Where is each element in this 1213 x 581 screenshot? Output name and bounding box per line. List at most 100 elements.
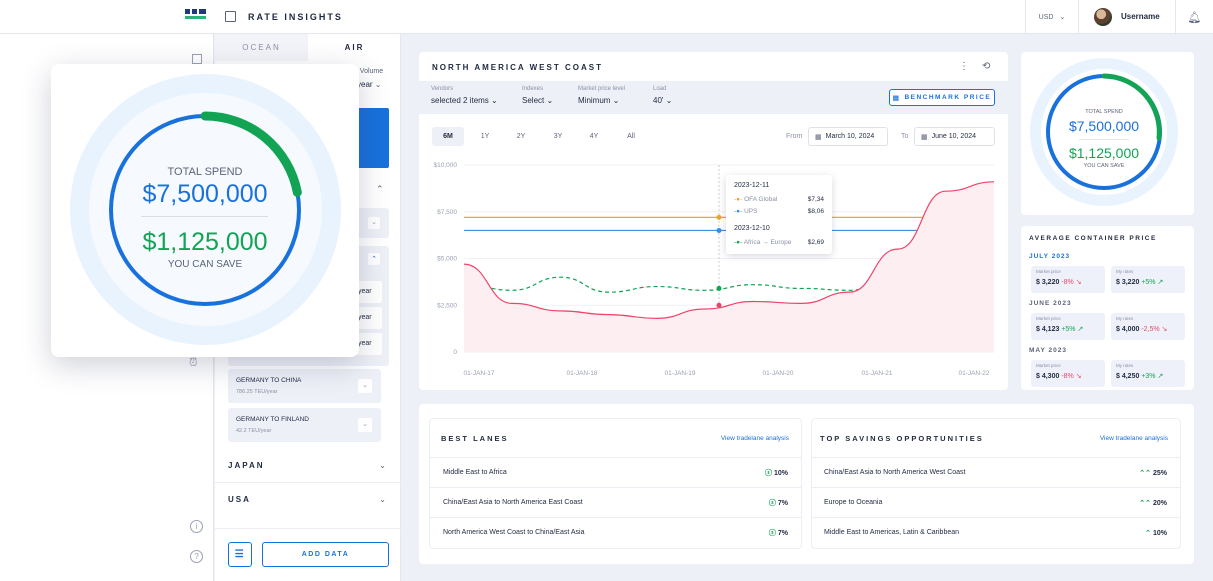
username[interactable]: Username [1121, 12, 1160, 21]
org-tree-icon[interactable] [225, 11, 236, 22]
country-japan[interactable]: JAPAN ⌄ [228, 461, 388, 470]
range-6m[interactable]: 6M [432, 127, 464, 146]
chevron-down-icon: ⌄ [374, 80, 382, 89]
table-row[interactable]: Europe to Oceania ⌃⌃ 20% [812, 487, 1180, 517]
hover-point [716, 302, 722, 308]
to-label: To [901, 133, 909, 140]
range-3y[interactable]: 3Y [553, 133, 563, 140]
filter-load[interactable]: Load 40' ⌄ [653, 86, 673, 105]
page-title: RATE INSIGHTS [248, 12, 343, 22]
y-tick-label: $7,500 [437, 209, 457, 216]
savings-arc [200, 111, 302, 197]
best-lanes-card: BEST LANES View tradelane analysis Middl… [429, 418, 802, 549]
best-lanes-link[interactable]: View tradelane analysis [720, 435, 789, 442]
table-row[interactable]: China/East Asia to North America West Co… [812, 457, 1180, 487]
more-menu-icon[interactable]: ⋮ [959, 61, 969, 72]
total-spend-value: $7,500,000 [142, 180, 268, 208]
month-label: JULY 2023 [1029, 253, 1071, 260]
hover-point [716, 285, 722, 291]
price-cell: Market price $ 4,300 -8% ↘ [1031, 360, 1105, 387]
chevron-up-icon: ⌃ [368, 253, 380, 265]
hover-point [716, 227, 722, 233]
spend-card-small: TOTAL SPEND $7,500,000 $1,125,000 YOU CA… [1021, 52, 1194, 215]
chevron-up-icon[interactable]: ⌃ [376, 184, 384, 194]
filter-market-price[interactable]: Market price level Minimum ⌄ [578, 86, 626, 105]
info-icon[interactable]: i [190, 520, 203, 533]
price-cell: My rates $ 4,000 -2,5% ↘ [1111, 313, 1185, 340]
to-date-input[interactable]: ▦ June 10, 2024 [914, 127, 995, 146]
spend-card-large: TOTAL SPEND $7,500,000 $1,125,000 YOU CA… [51, 64, 359, 357]
savings-icon: ⓢ [768, 499, 776, 507]
calendar-icon: ▦ [921, 133, 928, 141]
range-all[interactable]: All [627, 133, 635, 140]
volume-label: n. Volume [352, 68, 384, 75]
filter-settings-button[interactable]: ☰ [228, 542, 252, 567]
add-data-button[interactable]: ADD DATA [262, 542, 389, 567]
month-label: JUNE 2023 [1029, 300, 1072, 307]
volume-select[interactable]: year ⌄ [357, 80, 382, 89]
x-tick-label: 01-JAN-17 [463, 370, 494, 377]
chart-tooltip: 2023-12-11 -●- OFA Global $7,34 -●- UPS … [726, 175, 832, 254]
double-arrow-up-icon: ⌃⌃ [1139, 469, 1152, 477]
currency-select[interactable]: USD ⌄ [1025, 0, 1079, 34]
savings-label: YOU CAN SAVE [167, 259, 243, 270]
chevron-down-icon: ⌄ [358, 379, 372, 393]
table-row[interactable]: Middle East to Americas, Latin & Caribbe… [812, 517, 1180, 547]
sliders-icon: ☰ [234, 549, 246, 560]
share-icon[interactable]: ⟲ [982, 61, 991, 72]
double-arrow-up-icon: ⌃⌃ [1139, 499, 1152, 507]
document-icon: ▤ [892, 94, 901, 102]
chart-title: NORTH AMERICA WEST COAST [432, 63, 603, 72]
y-tick-label: $5,000 [437, 256, 457, 263]
tab-ocean[interactable]: OCEAN [215, 34, 308, 61]
savings-value: $1,125,000 [142, 228, 268, 256]
top-savings-link[interactable]: View tradelane analysis [1099, 435, 1168, 442]
range-2y[interactable]: 2Y [516, 133, 526, 140]
lane-item[interactable]: GERMANY TO FINLAND 42.2 TEU/year ⌄ [228, 408, 381, 442]
price-cell: My rates $ 4,250 +3% ↗ [1111, 360, 1185, 387]
calendar-icon: ▦ [815, 133, 822, 141]
range-4y[interactable]: 4Y [589, 133, 599, 140]
from-date-input[interactable]: ▦ March 10, 2024 [808, 127, 888, 146]
savings-icon: ⓢ [765, 469, 773, 477]
chevron-down-icon: ⌄ [358, 418, 372, 432]
y-tick-label: $2,500 [437, 302, 457, 309]
table-row[interactable]: China/East Asia to North America East Co… [430, 487, 801, 517]
filter-vendors[interactable]: Vendors selected 2 items ⌄ [431, 86, 498, 105]
range-1y[interactable]: 1Y [480, 133, 490, 140]
filter-indexes[interactable]: Indexes Select ⌄ [522, 86, 554, 105]
help-icon[interactable]: ? [190, 550, 203, 563]
alarm-icon[interactable]: ⏰︎ [189, 357, 198, 369]
savings-icon: ⓢ [768, 529, 776, 537]
chart-card: NORTH AMERICA WEST COAST ⋮ ⟲ Vendors sele… [419, 52, 1008, 390]
average-price-card: AVERAGE CONTAINER PRICE JULY 2023 Market … [1021, 226, 1194, 390]
avatar[interactable] [1094, 8, 1112, 26]
top-savings-card: TOP SAVINGS OPPORTUNITIES View tradelane… [811, 418, 1181, 549]
x-tick-label: 01-JAN-21 [861, 370, 892, 377]
month-label: MAY 2023 [1029, 347, 1067, 354]
x-tick-label: 01-JAN-19 [664, 370, 695, 377]
chevron-down-icon: ⌄ [368, 217, 380, 229]
x-tick-label: 01-JAN-20 [762, 370, 793, 377]
benchmark-price-button[interactable]: ▤ BENCHMARK PRICE [889, 89, 995, 106]
price-cell: My rates $ 3,220 +5% ↗ [1111, 266, 1185, 293]
x-tick-label: 01-JAN-18 [566, 370, 597, 377]
y-tick-label: 0 [453, 349, 457, 356]
series-line-africa-europe [463, 276, 995, 297]
arrow-up-icon: ⌃ [1145, 529, 1152, 537]
hover-point [716, 214, 722, 220]
dashboard-icon[interactable] [192, 54, 202, 64]
lane-item[interactable]: GERMANY TO CHINA 786.25 TEU/year ⌄ [228, 369, 381, 403]
table-row[interactable]: Middle East to Africa ⓢ 10% [430, 457, 801, 487]
y-tick-label: $10,000 [434, 162, 458, 169]
chevron-down-icon: ⌄ [1059, 14, 1066, 21]
logo[interactable] [185, 9, 207, 23]
notifications-icon[interactable]: 🔔︎ [1175, 0, 1213, 34]
price-cell: Market price $ 3,220 -8% ↘ [1031, 266, 1105, 293]
x-tick-label: 01-JAN-22 [958, 370, 989, 377]
price-cell: Market price $ 4,123 +5% ↗ [1031, 313, 1105, 340]
tab-air[interactable]: AIR [344, 43, 365, 52]
table-row[interactable]: North America West Coast to China/East A… [430, 517, 801, 547]
total-spend-label: TOTAL SPEND [167, 166, 243, 178]
country-usa[interactable]: USA ⌄ [228, 495, 388, 504]
